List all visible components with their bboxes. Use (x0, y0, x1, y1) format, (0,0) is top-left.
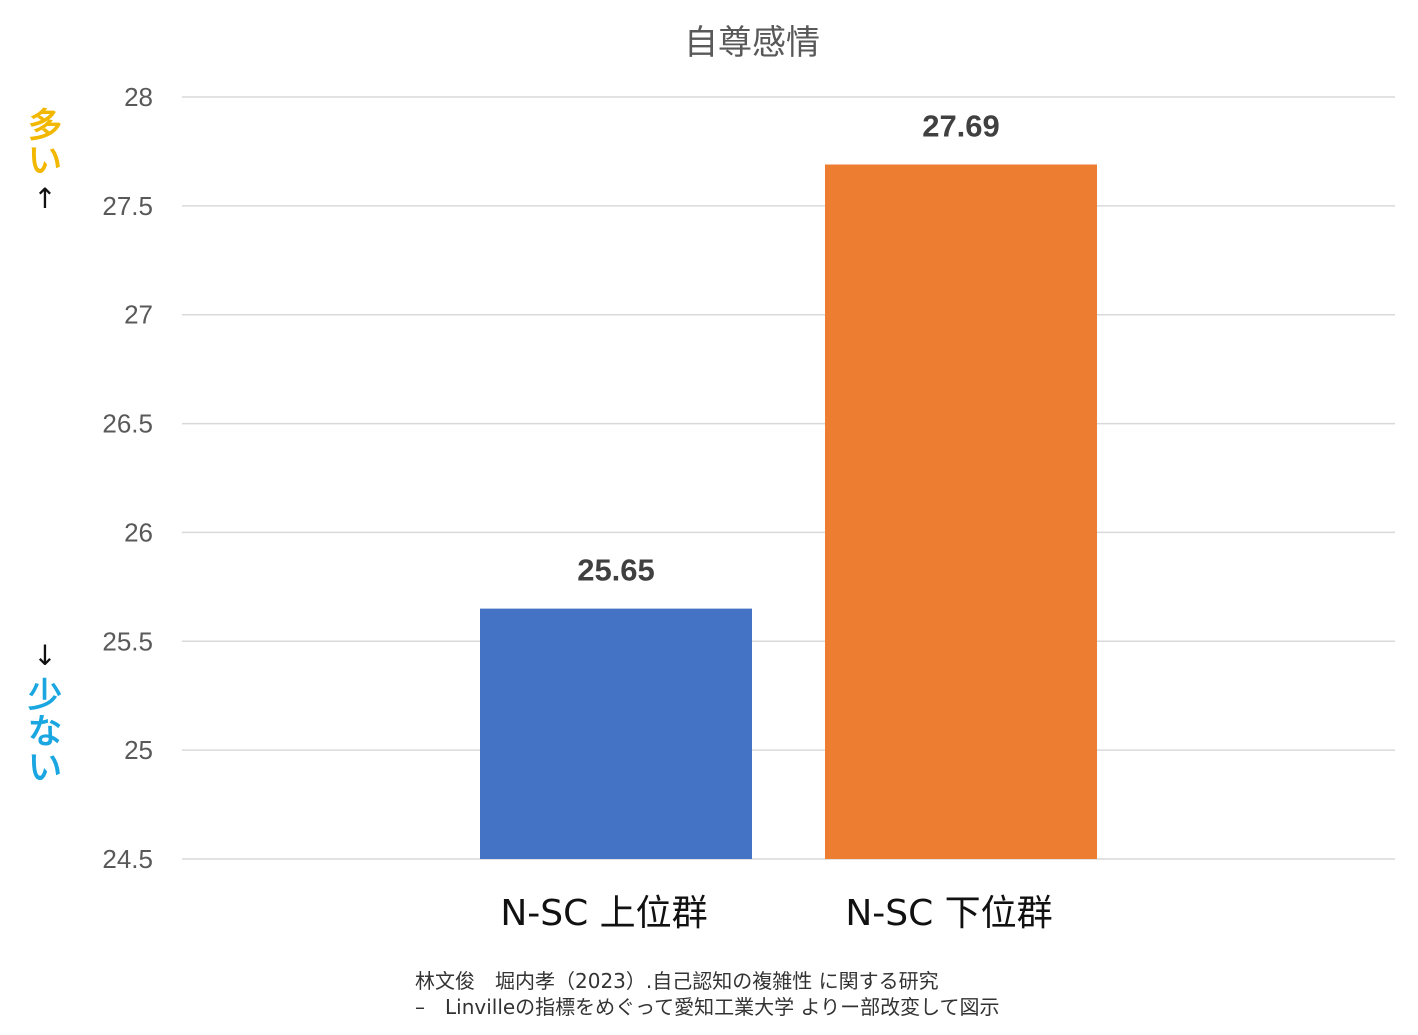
side-label-low-char-3: い (28, 748, 62, 788)
side-label-low-char-1: 少 (28, 676, 62, 716)
y-tick-label: 25.5 (102, 626, 153, 656)
y-tick-label: 27.5 (102, 191, 153, 221)
y-tick-label: 24.5 (102, 844, 153, 874)
y-tick-label: 27 (124, 300, 153, 330)
y-tick-label: 26.5 (102, 409, 153, 439)
data-label: 25.65 (577, 553, 655, 588)
x-axis-category-labels: N-SC 上位群 N-SC 下位群 (500, 893, 1052, 934)
x-category-label: N-SC 上位群 (500, 893, 707, 934)
data-label: 27.69 (922, 108, 1000, 143)
x-category-label: N-SC 下位群 (845, 893, 1052, 934)
y-tick-label: 28 (124, 82, 153, 112)
y-tick-label: 26 (124, 517, 153, 547)
source-line-2: – Linvilleの指標をめぐって愛知工業大学 よりー部改変して図示 (415, 995, 1000, 1019)
bar (480, 608, 752, 859)
side-label-high-char-2: い (28, 141, 62, 181)
up-arrow-icon: ↑ (33, 182, 56, 215)
side-label-high: 多 い ↑ (28, 106, 62, 215)
y-axis-tick-labels: 24.5 25 25.5 26 26.5 27 27.5 28 (102, 82, 153, 874)
bars (480, 164, 1097, 859)
gridlines (182, 96, 1395, 860)
down-arrow-icon: ↓ (33, 639, 56, 672)
data-labels: 25.65 27.69 (577, 108, 1000, 587)
side-label-low: ↓ 少 な い (28, 639, 62, 788)
chart-title: 自尊感情 (684, 23, 820, 63)
bar (825, 164, 1097, 859)
source-citation: 林文俊 堀内孝（2023）.自己認知の複雑性 に関する研究 – Linville… (415, 968, 1000, 1020)
source-line-1: 林文俊 堀内孝（2023）.自己認知の複雑性 に関する研究 (415, 969, 939, 993)
side-label-low-char-2: な (28, 712, 62, 752)
side-label-high-char-1: 多 (28, 106, 62, 146)
y-tick-label: 25 (124, 735, 153, 765)
